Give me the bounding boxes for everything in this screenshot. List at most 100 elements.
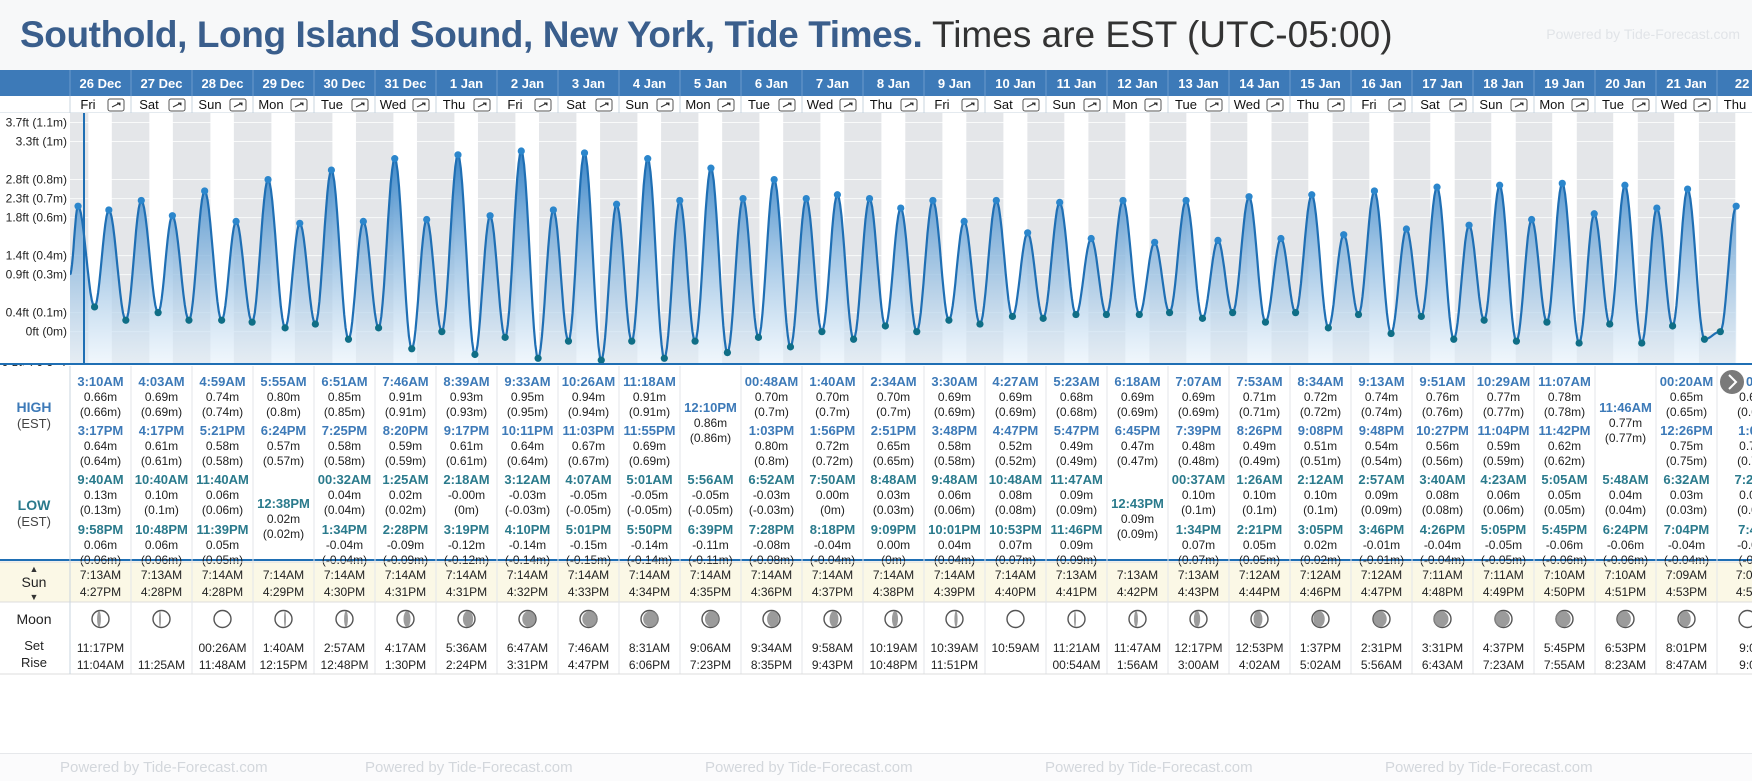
high-tide-height: 0.64m <box>511 439 544 453</box>
moonset-time: 8:31AM <box>629 641 670 655</box>
high-tide-metric: (0.8m) <box>266 405 301 419</box>
high-tide-height: 0.93m <box>450 390 483 404</box>
moonrise-time: 00:54AM <box>1052 658 1100 672</box>
sunrise-time: 7:14AM <box>507 568 548 582</box>
sunrise-time: 7:12AM <box>1361 568 1402 582</box>
date-header: 5 Jan <box>694 76 727 91</box>
moonrise-time: 5:02AM <box>1300 658 1341 672</box>
low-tide-height: 0.06m <box>938 488 971 502</box>
low-tide-time: 6:32AM <box>1663 472 1709 487</box>
low-tide-time: 3:19PM <box>444 522 490 537</box>
moonset-time: 11:21AM <box>1053 641 1100 655</box>
high-tide-point <box>961 218 968 225</box>
sunrise-time: 7:11AM <box>1422 568 1462 582</box>
low-tide-point <box>1669 322 1676 329</box>
powered-by-watermark: Powered by Tide-Forecast.com <box>1546 26 1740 42</box>
row-label-sun: Sun <box>22 574 47 590</box>
sunset-time: 4:35PM <box>690 585 731 599</box>
high-tide-time: 1:40AM <box>809 374 855 389</box>
high-tide-point <box>264 176 271 183</box>
high-tide-height: 0.58m <box>328 439 361 453</box>
low-tide-height: -0.01m <box>1363 538 1400 552</box>
day-of-week: Mon <box>258 97 283 112</box>
low-tide-height: 0.10m <box>1182 488 1215 502</box>
low-tide-time: 9:09PM <box>871 522 917 537</box>
high-tide-metric: (0.57m) <box>263 454 304 468</box>
high-tide-time: 8:34AM <box>1297 374 1343 389</box>
high-tide-time: 5:23AM <box>1053 374 1099 389</box>
moon-phase-shadow <box>1679 611 1691 627</box>
low-tide-metric: (-0.14m) <box>505 553 550 567</box>
high-tide-time: 10:26AM <box>562 374 615 389</box>
sunrise-time: 7:14AM <box>629 568 670 582</box>
high-tide-time: 5:47PM <box>1054 423 1100 438</box>
high-tide-time: 1:56PM <box>810 423 856 438</box>
y-tick-label: 0ft (0m) <box>26 325 67 339</box>
low-tide-metric: (0.05m) <box>1239 553 1280 567</box>
low-tide-time: 2:57AM <box>1358 472 1404 487</box>
low-tide-point <box>122 317 129 324</box>
low-tide-point <box>1701 336 1708 343</box>
moonrise-time: 7:23AM <box>1483 658 1524 672</box>
low-tide-point <box>628 338 635 345</box>
moonset-time: 10:39AM <box>930 641 978 655</box>
moon-phase-icon <box>1068 611 1085 628</box>
high-tide-height: 0.57m <box>267 439 300 453</box>
sunset-time: 4:28PM <box>141 585 182 599</box>
low-tide-point <box>1543 319 1550 326</box>
high-tide-time: 2:51PM <box>871 423 917 438</box>
sunset-time: 4:30PM <box>324 585 365 599</box>
low-tide-height: 0.06m <box>84 538 117 552</box>
low-tide-height: -0.06m <box>1607 538 1644 552</box>
row-label-high-est: (EST) <box>17 416 51 431</box>
high-tide-point <box>929 197 936 204</box>
high-tide-metric: (0.78m) <box>1544 405 1585 419</box>
sunrise-time: 7:09AM <box>1666 568 1707 582</box>
sunset-time: 4:47PM <box>1361 585 1402 599</box>
high-tide-time: 6:24PM <box>261 423 307 438</box>
low-tide-time: 1:34PM <box>322 522 368 537</box>
low-tide-time: 7:28PM <box>749 522 795 537</box>
sunrise-time: 7:14AM <box>751 568 792 582</box>
moonset-time: 3:31PM <box>1422 641 1463 655</box>
sunset-time: 4:36PM <box>751 585 792 599</box>
moon-phase-shadow <box>403 611 410 627</box>
high-tide-height: 0.70m <box>816 390 849 404</box>
high-tide-point <box>644 155 651 162</box>
low-tide-metric: (0.05m) <box>202 553 243 567</box>
low-tide-point <box>282 324 289 331</box>
high-tide-time: 1:03PM <box>749 423 795 438</box>
high-tide-height: 0.95m <box>511 390 544 404</box>
scroll-right-button[interactable] <box>1719 369 1745 395</box>
high-tide-height: 0.69m <box>145 390 178 404</box>
low-tide-time: 11:40AM <box>196 472 249 487</box>
high-tide-time: 9:33AM <box>504 374 550 389</box>
high-tide-point <box>676 197 683 204</box>
high-tide-height: 0.56m <box>1426 439 1459 453</box>
low-tide-point <box>755 334 762 341</box>
date-header: 26 Dec <box>80 76 122 91</box>
high-tide-height: 0.69m <box>633 439 666 453</box>
high-tide-point <box>423 216 430 223</box>
high-tide-metric: (0.7m) <box>754 405 789 419</box>
high-tide-metric: (0.69m) <box>141 405 182 419</box>
high-tide-point <box>105 206 112 213</box>
date-header: 1 Jan <box>450 76 483 91</box>
date-header: 6 Jan <box>755 76 788 91</box>
low-tide-height: -0.08m <box>753 538 790 552</box>
low-tide-metric: (-0.15m) <box>566 553 611 567</box>
moon-phase-shadow <box>705 611 719 627</box>
y-tick-label: 2.8ft (0.8m) <box>6 173 67 187</box>
low-tide-metric: (0.06m) <box>80 553 121 567</box>
moonset-time: 1:37PM <box>1300 641 1341 655</box>
high-tide-metric: (0.69m) <box>1117 405 1158 419</box>
moonset-time: 7:46AM <box>568 641 609 655</box>
day-of-week: Wed <box>1661 97 1688 112</box>
high-tide-height: 0.77m <box>1487 390 1520 404</box>
low-tide-time: 5:56AM <box>687 472 733 487</box>
moonrise-time: 10:48PM <box>869 658 917 672</box>
low-tide-metric: (-0.04m) <box>1664 553 1709 567</box>
low-tide-height: -0.04m <box>814 538 851 552</box>
low-tide-metric: (-0.14m) <box>627 553 672 567</box>
low-tide-point <box>913 328 920 335</box>
